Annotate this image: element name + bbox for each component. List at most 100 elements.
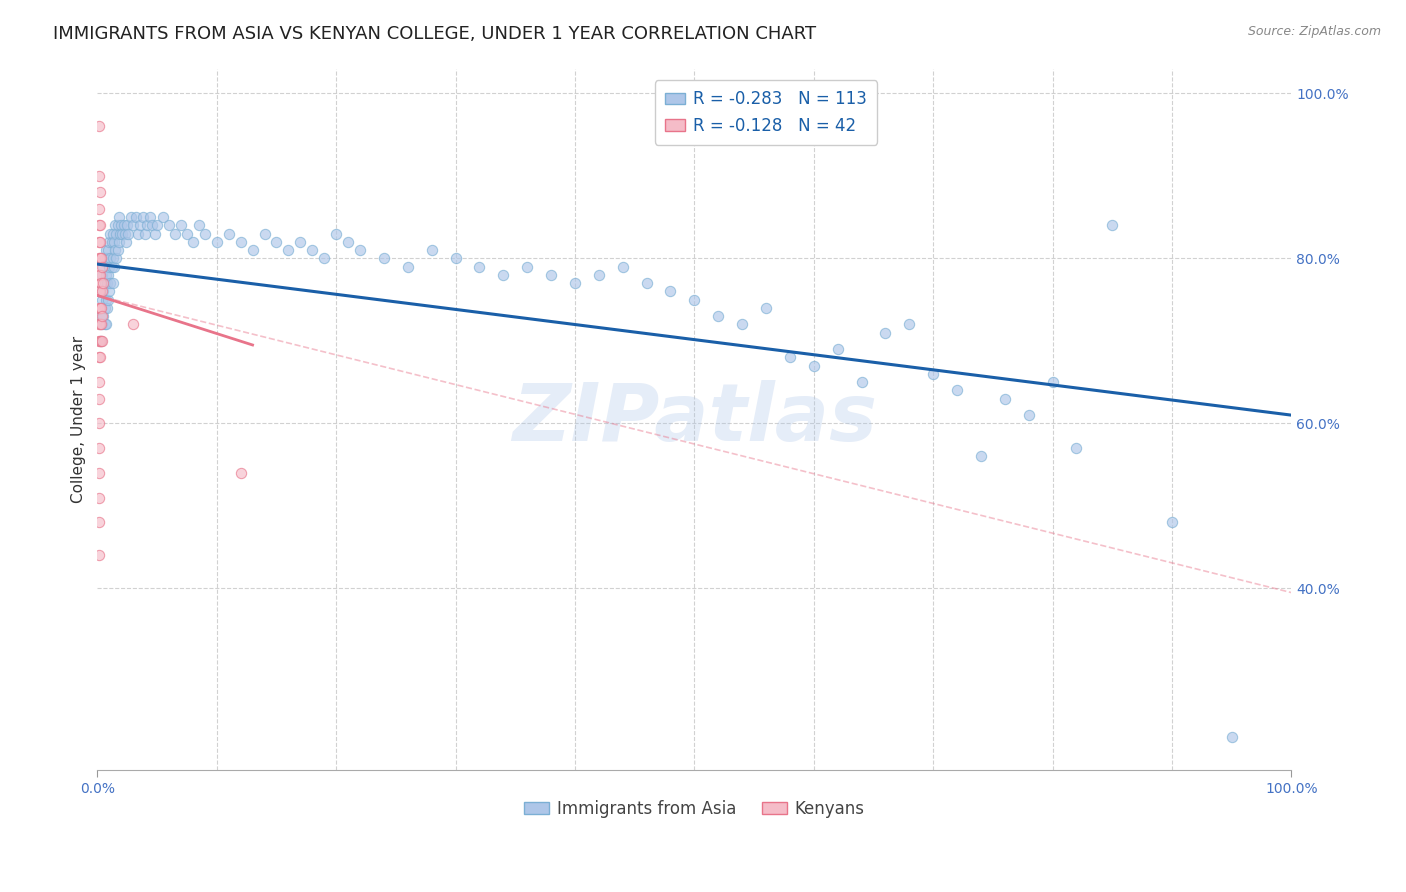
Point	[1018, 408, 1040, 422]
Point	[89, 219, 111, 233]
Point	[132, 210, 155, 224]
Point	[129, 219, 152, 233]
Point	[91, 268, 114, 282]
Point	[420, 243, 443, 257]
Point	[124, 210, 146, 224]
Point	[229, 466, 252, 480]
Point	[229, 235, 252, 249]
Point	[157, 219, 180, 233]
Point	[104, 219, 127, 233]
Point	[89, 285, 111, 299]
Point	[93, 301, 115, 315]
Point	[101, 227, 124, 241]
Point	[87, 375, 110, 389]
Point	[91, 309, 114, 323]
Point	[112, 219, 135, 233]
Point	[143, 227, 166, 241]
Y-axis label: College, Under 1 year: College, Under 1 year	[72, 335, 86, 503]
Point	[946, 384, 969, 398]
Point	[97, 268, 120, 282]
Point	[90, 318, 112, 332]
Point	[218, 227, 240, 241]
Point	[136, 219, 159, 233]
Point	[659, 285, 682, 299]
Point	[90, 276, 112, 290]
Point	[290, 235, 312, 249]
Point	[181, 235, 204, 249]
Point	[1101, 219, 1123, 233]
Point	[194, 227, 217, 241]
Point	[91, 334, 114, 348]
Point	[970, 450, 993, 464]
Point	[89, 268, 111, 282]
Point	[89, 334, 111, 348]
Point	[93, 276, 115, 290]
Point	[314, 252, 336, 266]
Point	[91, 309, 114, 323]
Point	[91, 285, 114, 299]
Point	[301, 243, 323, 257]
Point	[91, 260, 114, 274]
Point	[90, 301, 112, 315]
Point	[707, 309, 730, 323]
Point	[87, 252, 110, 266]
Point	[875, 326, 897, 340]
Point	[176, 227, 198, 241]
Point	[93, 252, 115, 266]
Point	[104, 243, 127, 257]
Point	[90, 334, 112, 348]
Point	[89, 285, 111, 299]
Point	[101, 252, 124, 266]
Point	[97, 243, 120, 257]
Point	[94, 293, 117, 307]
Point	[89, 252, 111, 266]
Point	[1161, 516, 1184, 530]
Point	[492, 268, 515, 282]
Text: IMMIGRANTS FROM ASIA VS KENYAN COLLEGE, UNDER 1 YEAR CORRELATION CHART: IMMIGRANTS FROM ASIA VS KENYAN COLLEGE, …	[53, 25, 817, 43]
Point	[105, 252, 128, 266]
Point	[325, 227, 347, 241]
Point	[187, 219, 209, 233]
Point	[87, 202, 110, 216]
Point	[127, 227, 149, 241]
Point	[898, 318, 921, 332]
Point	[87, 268, 110, 282]
Point	[100, 260, 122, 274]
Point	[87, 491, 110, 505]
Point	[111, 227, 134, 241]
Point	[91, 293, 114, 307]
Legend: Immigrants from Asia, Kenyans: Immigrants from Asia, Kenyans	[517, 794, 872, 825]
Point	[101, 276, 124, 290]
Point	[90, 252, 112, 266]
Point	[105, 227, 128, 241]
Point	[87, 219, 110, 233]
Point	[98, 285, 121, 299]
Point	[755, 301, 778, 315]
Point	[1066, 441, 1088, 455]
Point	[87, 351, 110, 365]
Point	[110, 219, 132, 233]
Point	[242, 243, 264, 257]
Point	[146, 219, 169, 233]
Point	[337, 235, 360, 249]
Point	[115, 235, 138, 249]
Point	[100, 252, 122, 266]
Point	[103, 235, 125, 249]
Point	[803, 359, 825, 373]
Point	[516, 260, 538, 274]
Point	[97, 293, 120, 307]
Point	[96, 301, 118, 315]
Point	[117, 227, 139, 241]
Point	[922, 367, 945, 381]
Point	[90, 309, 112, 323]
Point	[683, 293, 706, 307]
Point	[94, 268, 117, 282]
Point	[540, 268, 562, 282]
Point	[89, 186, 111, 200]
Point	[779, 351, 801, 365]
Point	[87, 285, 110, 299]
Point	[87, 301, 110, 315]
Point	[134, 227, 156, 241]
Point	[122, 318, 145, 332]
Point	[87, 392, 110, 406]
